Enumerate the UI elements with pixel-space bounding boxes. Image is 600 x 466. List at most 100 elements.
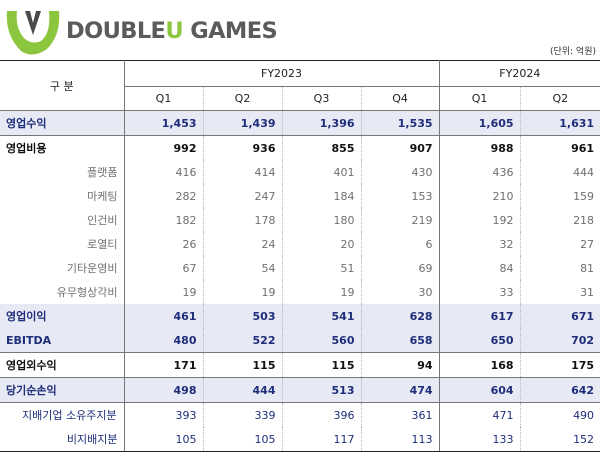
cell-value: 480 — [124, 328, 204, 353]
header-quarter: Q2 — [203, 86, 283, 111]
cell-value: 628 — [361, 304, 440, 328]
cell-value: 393 — [124, 402, 204, 427]
cell-value: 650 — [439, 328, 521, 353]
cell-value: 178 — [203, 208, 283, 232]
cell-value: 936 — [203, 135, 283, 160]
cell-value: 282 — [124, 184, 204, 208]
row-label: 기타운영비 — [0, 256, 125, 280]
financial-table: 구 분 FY2023 FY2024 Q1 Q2 Q3 Q4 Q1 Q2 영업수익… — [0, 60, 600, 452]
header-quarter: Q1 — [124, 86, 204, 111]
cell-value: 702 — [520, 328, 600, 353]
cell-value: 339 — [203, 402, 283, 427]
cell-value: 168 — [439, 352, 521, 378]
doubleu-w-emblem — [6, 11, 60, 55]
cell-value: 33 — [439, 280, 521, 304]
header-quarter: Q1 — [439, 86, 521, 111]
row-label: 영업이익 — [0, 304, 125, 328]
cell-value: 27 — [580, 237, 595, 251]
cell-value: 84 — [439, 256, 521, 280]
cell-value: 992 — [124, 135, 204, 160]
cell-value: 171 — [124, 352, 204, 378]
cell-value: 522 — [203, 328, 283, 353]
cell-value: 94 — [361, 352, 440, 378]
row-label: 비지배지분 — [0, 427, 125, 452]
cell-value: 401 — [282, 160, 362, 184]
table-row: 영업이익 461 503 541 628 617 671 — [0, 304, 600, 328]
cell-value: 159 — [573, 189, 595, 203]
cell-value: 658 — [361, 328, 440, 353]
cell-value: 192 — [439, 208, 521, 232]
unit-note: (단위: 억원) — [549, 47, 596, 57]
cell-value: 1,396 — [282, 110, 362, 136]
cell-value: 247 — [203, 184, 283, 208]
row-label: EBITDA — [0, 328, 125, 353]
cell-value: 414 — [203, 160, 283, 184]
cell-value: 117 — [282, 427, 362, 452]
cell-value: 218 — [573, 213, 595, 227]
cell-value: 416 — [124, 160, 204, 184]
cell-value: 430 — [361, 160, 440, 184]
table-row: 비지배지분 105 105 117 113 133 152 — [0, 427, 600, 452]
header-gubun: 구 분 — [0, 60, 125, 111]
cell-value: 32 — [439, 232, 521, 256]
cell-value: 182 — [124, 208, 204, 232]
cell-value: 19 — [282, 280, 362, 304]
cell-value: 1,453 — [124, 110, 204, 136]
table-row: 당기순손익 498 444 513 474 604 642 — [0, 377, 600, 403]
cell-value: 490 — [573, 408, 595, 422]
row-label: 지배기업 소유주지분 — [0, 402, 125, 427]
row-label: 마케팅 — [0, 184, 125, 208]
cell-value: 855 — [282, 135, 362, 160]
cell-value: 1,439 — [203, 110, 283, 136]
cell-value: 152 — [520, 427, 600, 452]
table-row: 인건비 182 178 180 219 192 218 — [0, 208, 600, 232]
cell-value: 444 — [203, 377, 283, 403]
table-row: 영업수익 1,453 1,439 1,396 1,535 1,605 1,631 — [0, 110, 600, 136]
cell-value: 113 — [361, 427, 440, 452]
cell-value: 617 — [439, 304, 521, 328]
cell-value: 642 — [520, 377, 600, 403]
cell-value: 444 — [573, 165, 595, 179]
cell-value: 115 — [282, 352, 362, 378]
cell-value: 541 — [282, 304, 362, 328]
header-fy2024: FY2024 — [439, 60, 600, 87]
table-row: 로열티 26 24 20 6 32 27 — [0, 232, 600, 256]
table-row: 플랫폼 416 414 401 430 436 444 — [0, 160, 600, 184]
row-label: 영업비용 — [0, 135, 125, 160]
header-fy2023: FY2023 — [124, 60, 440, 87]
cell-value: 1,535 — [361, 110, 440, 136]
cell-value: 105 — [203, 427, 283, 452]
cell-value: 210 — [439, 184, 521, 208]
cell-value: 219 — [361, 208, 440, 232]
table-row: EBITDA 480 522 560 658 650 702 — [0, 328, 600, 353]
cell-value: 24 — [203, 232, 283, 256]
cell-value: 474 — [361, 377, 440, 403]
cell-value: 604 — [439, 377, 521, 403]
cell-value: 81 — [580, 261, 595, 275]
cell-value: 560 — [282, 328, 362, 353]
cell-value: 69 — [361, 256, 440, 280]
doubleu-games-logo: DOUBLEU GAMES — [3, 5, 283, 57]
cell-value: 671 — [520, 304, 600, 328]
cell-value: 54 — [203, 256, 283, 280]
header-quarter: Q3 — [282, 86, 362, 111]
table-row: 유무형상각비 19 19 19 30 33 31 — [0, 280, 600, 304]
cell-value: 19 — [124, 280, 204, 304]
cell-value: 961 — [571, 141, 595, 155]
cell-value: 907 — [361, 135, 440, 160]
cell-value: 988 — [439, 135, 521, 160]
table-row: 영업비용 992 936 855 907 988 961 — [0, 135, 600, 160]
cell-value: 1,605 — [439, 110, 521, 136]
cell-value: 20 — [282, 232, 362, 256]
table-row: 지배기업 소유주지분 393 339 396 361 471 490 — [0, 402, 600, 427]
cell-value: 153 — [361, 184, 440, 208]
cell-value: 498 — [124, 377, 204, 403]
row-label: 당기순손익 — [0, 377, 125, 403]
cell-value: 361 — [361, 402, 440, 427]
cell-value: 461 — [124, 304, 204, 328]
cell-value: 396 — [282, 402, 362, 427]
cell-value: 513 — [282, 377, 362, 403]
cell-value: 184 — [282, 184, 362, 208]
logo-wordmark: DOUBLEU GAMES — [66, 18, 278, 44]
table-row: 영업외수익 171 115 115 94 168 175 — [0, 352, 600, 378]
